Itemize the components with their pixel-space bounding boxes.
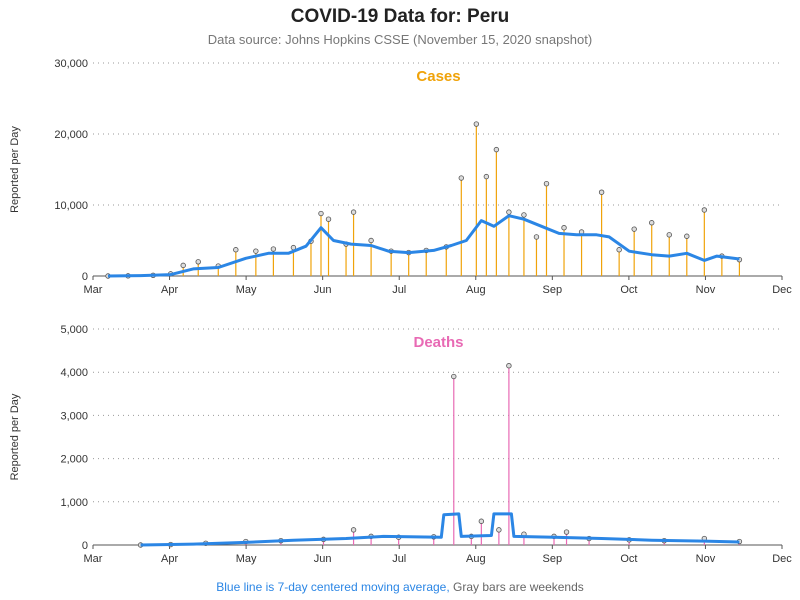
cases-x-tick-label: Mar [84,284,103,296]
deaths-point [350,527,357,533]
deaths-y-tick-label: 5,000 [60,324,88,336]
deaths-y-tick-label: 2,000 [60,454,88,466]
deaths-y-tick-label: 4,000 [60,367,88,379]
cases-point [616,247,622,253]
cases-point [180,262,186,269]
cases-y-tick-label: 0 [82,271,88,283]
cases-point [253,248,259,254]
cases-x-tick-label: Nov [696,284,716,296]
cases-point [458,175,465,181]
deaths-x-tick-label: Apr [161,553,178,565]
moving-average-note: Blue line is 7-day centered moving avera… [216,580,450,594]
cases-x-tick-label: Oct [620,284,637,296]
cases-point [521,212,527,218]
cases-point [233,247,239,253]
deaths-point [506,363,512,369]
deaths-point [496,527,502,533]
cases-point [493,146,500,153]
deaths-x-tick-label: Dec [772,553,792,565]
deaths-y-tick-label: 1,000 [60,497,88,509]
cases-y-tick-label: 20,000 [54,129,88,141]
cases-point [533,234,540,240]
cases-x-tick-label: Jul [392,284,406,296]
weekend-note: Gray bars are weekends [453,580,584,594]
cases-x-tick-label: Dec [772,284,792,296]
cases-y-tick-label: 10,000 [54,200,88,212]
deaths-x-tick-label: May [236,553,257,565]
cases-point [506,209,512,215]
cases-point [473,121,480,127]
cases-point [543,180,550,187]
deaths-point [563,529,570,535]
deaths-x-tick-label: Oct [620,553,637,565]
cases-x-tick-label: May [236,284,257,296]
chart-subtitle: Data source: Johns Hopkins CSSE (Novembe… [207,32,593,47]
cases-point [701,207,708,213]
chart-footer: Blue line is 7-day centered moving avera… [0,580,800,594]
deaths-x-tick-label: Mar [84,553,103,565]
deaths-x-tick-label: Jul [392,553,406,565]
chart-title: COVID-19 Data for: Peru [290,6,510,27]
cases-point [666,232,672,238]
deaths-moving-average-line [140,512,740,547]
deaths-point [451,373,457,380]
deaths-y-tick-label: 3,000 [60,410,88,422]
cases-x-tick-label: Apr [161,284,178,296]
deaths-x-tick-label: Sep [543,553,563,565]
cases-point [270,246,277,252]
cases-point [318,210,324,217]
cases-point [598,189,605,195]
deaths-x-tick-label: Aug [466,553,486,565]
deaths-x-tick-label: Jun [314,553,332,565]
cases-x-tick-label: Sep [543,284,563,296]
cases-point [350,209,357,215]
cases-point [684,233,690,239]
cases-point [368,237,374,244]
deaths-x-tick-label: Nov [696,553,716,565]
cases-moving-average-line [107,214,740,278]
cases-panel-title: Cases [416,68,460,85]
cases-y-axis-label: Reported per Day [9,126,21,213]
deaths-y-axis-label: Reported per Day [9,393,21,480]
cases-point [483,173,490,180]
deaths-point [478,518,485,524]
cases-point [195,259,201,265]
cases-y-tick-label: 30,000 [54,58,88,70]
cases-point [631,226,637,232]
cases-x-tick-label: Jun [314,284,332,296]
deaths-y-tick-label: 0 [82,540,88,552]
cases-point [561,225,567,231]
cases-point [325,216,332,222]
cases-point [649,220,655,226]
deaths-panel-title: Deaths [413,334,463,351]
cases-x-tick-label: Aug [466,284,486,296]
